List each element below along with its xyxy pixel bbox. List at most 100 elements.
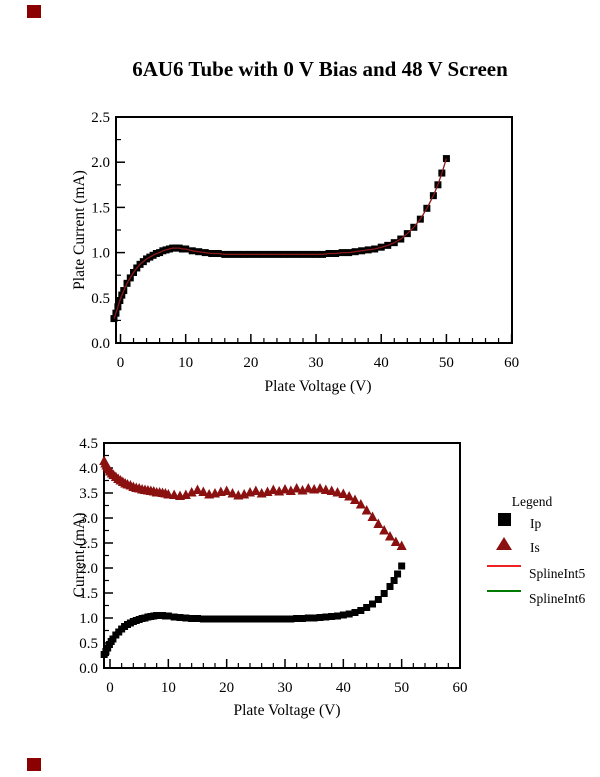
top-chart: 0 10 20 30 40 50 60 0.0 0.5 1.0 1.5 2.0 2.5 [91,110,519,371]
data-point-square [240,615,248,623]
data-point-square [269,615,277,623]
svg-text:50: 50 [394,680,409,696]
data-point-triangle [285,485,296,495]
chart-title: 6AU6 Tube with 0 V Bias and 48 V Screen [132,57,508,81]
data-point-square [304,614,312,622]
svg-text:2.5: 2.5 [91,110,110,126]
data-point-square [164,612,172,620]
data-point-triangle [180,489,191,499]
data-point-square [211,615,219,623]
svg-text:3.0: 3.0 [79,511,98,527]
data-point-square [394,570,402,578]
data-point-triangle [367,511,378,521]
svg-text:0.5: 0.5 [79,636,98,652]
data-point-square [298,615,306,622]
bottom-chart-is-series [99,455,407,550]
data-point-square [339,611,347,619]
data-point-triangle [198,486,209,496]
data-point-triangle [384,531,395,541]
svg-text:30: 30 [309,355,324,371]
svg-text:10: 10 [178,355,193,371]
data-point-square [374,596,382,603]
ip-square-icon [498,513,511,526]
data-point-triangle [326,485,337,495]
bottom-chart-y-axis-title: Current (mA) [71,512,88,598]
bottom-chart-x-axis-title: Plate Voltage (V) [233,702,341,719]
data-point-triangle [379,525,390,535]
data-point-triangle [279,484,290,494]
data-point-triangle [291,483,302,493]
data-point-square [188,615,196,622]
top-chart-y-axis-title: Plate Current (mA) [71,170,88,290]
data-point-square [316,614,324,621]
data-point-square [363,604,371,611]
data-point-square [275,615,283,623]
svg-text:0: 0 [106,680,114,696]
data-point-triangle [338,488,349,498]
data-point-square [109,635,117,643]
svg-text:40: 40 [336,680,351,696]
data-point-square [170,613,178,621]
data-point-triangle [169,489,180,499]
bottom-chart-ticks [104,442,461,669]
svg-text:20: 20 [243,355,258,371]
data-point-triangle [227,488,238,498]
data-point-square [351,609,359,616]
bottom-chart-ip-series [100,562,406,658]
svg-text:60: 60 [452,680,467,696]
data-point-square [223,615,231,623]
svg-text:10: 10 [161,680,176,696]
top-chart-x-axis-title: Plate Voltage (V) [264,378,372,395]
data-point-square [345,610,353,618]
data-point-triangle [221,485,232,495]
data-point-triangle [314,483,325,493]
data-point-triangle [361,505,372,515]
data-point-triangle [349,494,360,504]
data-point-square [310,614,318,622]
svg-text:1.5: 1.5 [79,586,98,602]
legend-label-splineint5: SplineInt5 [529,566,586,581]
spline-fit-line [113,158,448,319]
data-point-triangle [344,491,355,501]
svg-text:30: 30 [277,680,292,696]
bottom-chart-frame [103,442,461,669]
legend-label-is: Is [530,540,540,555]
data-point-triangle [355,499,366,509]
svg-text:1.0: 1.0 [91,246,110,262]
spline5-line-icon [487,565,521,567]
data-point-square [228,615,236,623]
data-point-triangle [268,484,279,494]
data-point-square [258,615,266,623]
data-point-square [442,155,450,163]
legend-label-splineint6: SplineInt6 [529,591,586,606]
maroon-bullet-icon [27,758,41,771]
svg-text:0.0: 0.0 [91,336,110,352]
data-point-square [386,583,394,590]
data-point-square [287,615,295,623]
data-point-square [368,600,376,608]
legend-title: Legend [511,494,553,509]
data-point-triangle [373,518,384,528]
data-point-square [176,614,184,621]
svg-text:4.5: 4.5 [79,436,98,452]
data-point-square [199,615,207,623]
legend-label-ip: Ip [530,516,542,531]
svg-text:2.0: 2.0 [91,155,110,171]
top-chart-ip-series [110,155,450,323]
data-point-square [281,615,289,623]
top-chart-ticks [116,116,513,344]
svg-text:50: 50 [439,355,454,371]
svg-text:40: 40 [374,355,389,371]
bottom-chart: 0 10 20 30 40 50 60 0.0 0.5 1.0 1.5 2.0 2.5 3.0 3.5 4.0… [79,436,467,696]
data-point-square [357,607,365,614]
svg-text:0.0: 0.0 [79,661,98,677]
data-point-triangle [303,483,314,493]
data-point-triangle [396,540,407,550]
data-point-square [263,615,271,623]
top-chart-frame [115,116,513,344]
svg-text:3.5: 3.5 [79,486,98,502]
data-point-square [193,615,201,622]
data-point-square [328,613,336,620]
data-point-square [380,590,388,597]
